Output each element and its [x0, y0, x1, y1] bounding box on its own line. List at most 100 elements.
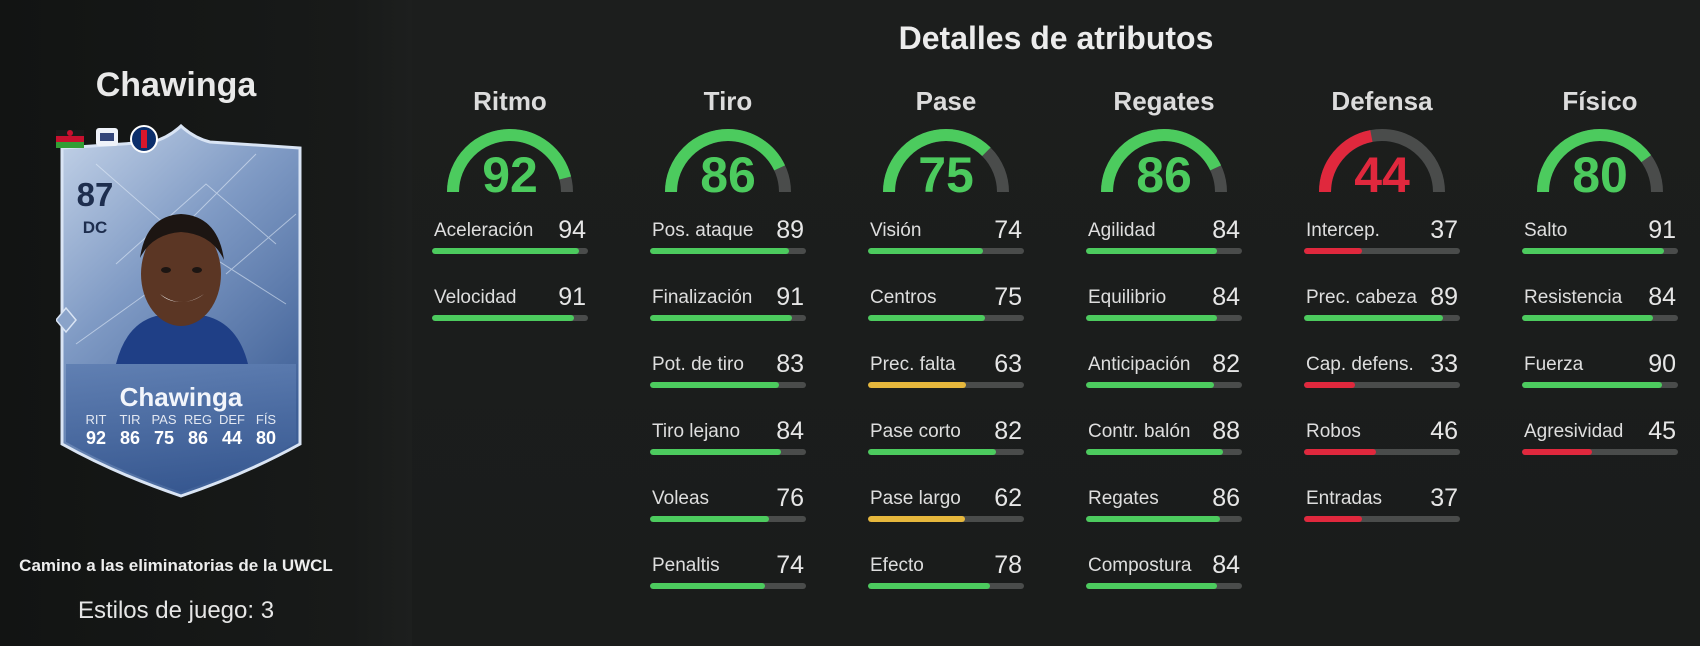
attribute-row: Compostura 84	[1086, 551, 1242, 618]
gauge-arc	[1319, 129, 1445, 193]
attribute-bar	[650, 315, 806, 321]
attribute-value: 46	[1430, 417, 1458, 445]
category-defensa: Defensa 44 Intercep. 37 Prec. cabeza 89 Cap. d…	[1304, 86, 1460, 551]
attribute-row: Prec. cabeza 89	[1304, 283, 1460, 350]
category-gauge: 80	[1535, 126, 1665, 203]
attribute-bar-fill	[1086, 382, 1214, 388]
category-gauge: 75	[881, 126, 1011, 203]
category-title: Físico	[1562, 86, 1638, 116]
gauge-fill	[1537, 129, 1663, 193]
attribute-label: Centros	[870, 287, 937, 308]
attribute-list: Aceleración 94 Velocidad 91	[432, 216, 588, 350]
category-title: Defensa	[1331, 86, 1433, 116]
player-card[interactable]: 87 DC Chawinga RIT 92 TIR 86 PAS 75 REG …	[56, 124, 306, 500]
attribute-bar	[1304, 382, 1460, 388]
card-stat: TIR 86	[114, 412, 146, 449]
card-position: DC	[82, 218, 108, 237]
attribute-bar-fill	[1086, 449, 1224, 455]
attribute-bar	[650, 583, 806, 589]
card-stat-label: REG	[183, 412, 213, 427]
attribute-value: 84	[1212, 551, 1240, 579]
card-stat-value: 92	[85, 428, 107, 448]
attribute-bar	[1086, 583, 1242, 589]
attribute-value: 89	[776, 216, 804, 244]
card-stat-label: RIT	[85, 412, 107, 427]
card-stat-label: FÍS	[255, 412, 277, 427]
attribute-value: 78	[994, 551, 1022, 579]
attribute-row: Pase largo 62	[868, 484, 1024, 551]
attribute-bar	[868, 583, 1024, 589]
attribute-bar-fill	[650, 583, 766, 589]
card-stat: FÍS 80	[250, 412, 282, 449]
attribute-label: Finalización	[652, 287, 753, 308]
attribute-bar	[650, 248, 806, 254]
attribute-value: 83	[776, 350, 804, 378]
attribute-value: 94	[558, 216, 586, 244]
attribute-value: 74	[776, 551, 804, 579]
card-player-name: Chawinga	[119, 382, 243, 412]
attribute-value: 90	[1648, 350, 1676, 378]
attribute-bar	[868, 248, 1024, 254]
card-stat-value: 86	[187, 428, 209, 448]
attribute-label: Efecto	[870, 555, 924, 576]
card-rating: 87	[76, 176, 114, 213]
attribute-label: Anticipación	[1088, 354, 1191, 375]
attribute-bar-fill	[650, 248, 789, 254]
attribute-row: Equilibrio 84	[1086, 283, 1242, 350]
attribute-row: Agilidad 84	[1086, 216, 1242, 283]
attribute-row: Visión 74	[868, 216, 1024, 283]
attribute-bar	[650, 516, 806, 522]
attribute-bar-fill	[868, 516, 965, 522]
attribute-bar	[868, 315, 1024, 321]
attribute-bar	[1304, 248, 1460, 254]
attribute-value: 84	[1648, 283, 1676, 311]
gauge-arc	[665, 129, 791, 193]
attribute-bar-fill	[1522, 449, 1593, 455]
attribute-row: Pos. ataque 89	[650, 216, 806, 283]
attribute-label: Entradas	[1306, 488, 1383, 509]
gauge-arc	[883, 129, 1009, 193]
category-rating: 92	[482, 147, 538, 203]
category-rating: 80	[1572, 147, 1628, 203]
attribute-row: Finalización 91	[650, 283, 806, 350]
gauge-fill	[1319, 129, 1445, 193]
player-name: Chawinga	[95, 66, 257, 104]
attribute-bar-fill	[868, 315, 985, 321]
card-stat: RIT 92	[80, 412, 112, 449]
category-regates: Regates 86 Agilidad 84 Equilibrio 84 Anticipac…	[1086, 86, 1242, 618]
attribute-label: Compostura	[1088, 555, 1192, 576]
attribute-list: Salto 91 Resistencia 84 Fuerza 90 Agresividad 4…	[1522, 216, 1678, 484]
attribute-label: Pase corto	[870, 421, 961, 442]
category-fisico: Físico 80 Salto 91 Resistencia 84 Fuerza 90 Agre…	[1522, 86, 1678, 484]
attribute-row: Velocidad 91	[432, 283, 588, 350]
card-stat-label: TIR	[119, 412, 141, 427]
attribute-value: 88	[1212, 417, 1240, 445]
attribute-row: Fuerza 90	[1522, 350, 1678, 417]
attribute-bar	[1086, 248, 1242, 254]
attribute-value: 75	[994, 283, 1022, 311]
category-gauge: 86	[1099, 126, 1229, 203]
attribute-bar-fill	[1522, 382, 1663, 388]
category-ritmo: Ritmo 92 Aceleración 94 Velocidad 91	[432, 86, 588, 350]
attribute-bar-fill	[1304, 516, 1362, 522]
attribute-bar	[1086, 516, 1242, 522]
gauge-fill	[665, 129, 791, 193]
attribute-bar-fill	[868, 248, 984, 254]
category-pase: Pase 75 Visión 74 Centros 75 Prec. falta 63 Pase…	[868, 86, 1024, 618]
attribute-list: Agilidad 84 Equilibrio 84 Anticipación 82 Cont…	[1086, 216, 1242, 618]
promo-name: Camino a las eliminatorias de la UWCL	[19, 556, 333, 575]
attribute-row: Agresividad 45	[1522, 417, 1678, 484]
attribute-label: Fuerza	[1524, 354, 1584, 375]
attribute-label: Contr. balón	[1088, 421, 1191, 442]
attribute-label: Tiro lejano	[652, 421, 741, 442]
attribute-label: Pase largo	[870, 488, 961, 509]
attribute-bar-fill	[1304, 382, 1356, 388]
attribute-bar	[1086, 382, 1242, 388]
attribute-label: Cap. defens.	[1306, 354, 1414, 375]
attribute-label: Salto	[1524, 220, 1568, 241]
attribute-value: 84	[1212, 216, 1240, 244]
attribute-row: Prec. falta 63	[868, 350, 1024, 417]
gauge-arc	[447, 129, 573, 193]
card-stat-value: 86	[119, 428, 141, 448]
club-crest-icon	[130, 125, 158, 153]
